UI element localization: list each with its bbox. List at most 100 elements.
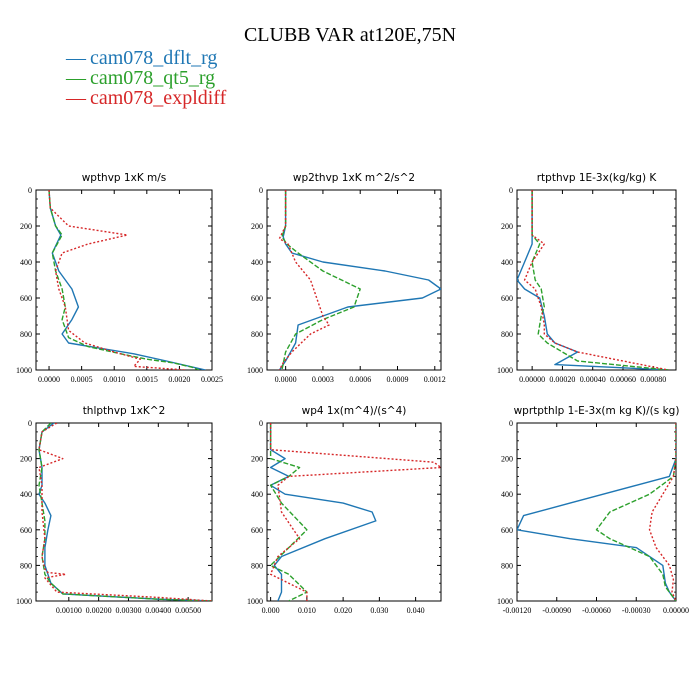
x-tick-label: 0.00200	[86, 606, 112, 615]
x-tick-label: 0.0015	[136, 375, 158, 384]
plot-frame	[35, 422, 213, 602]
series-line-3	[278, 190, 330, 370]
y-tick-label: 0	[28, 186, 32, 195]
y-tick-label: 400	[251, 258, 263, 267]
subplot-3: rtpthvp 1E-3x(kg/kg) K 0 200 400 600 800 1000 0…	[497, 172, 677, 384]
x-tick-label: 0.0009	[387, 375, 409, 384]
series-line-3	[269, 423, 441, 601]
y-tick-label: 200	[501, 455, 513, 464]
series-line-1	[48, 190, 206, 370]
x-tick-label: 0.0003	[312, 375, 334, 384]
x-tick-label: 0.0020	[168, 375, 190, 384]
subplot-6: wprtpthlp 1-E-3x(m kg K)/(s kg)0 200 400 60…	[497, 405, 689, 615]
series-line-1	[517, 190, 669, 370]
y-tick-label: 1000	[497, 597, 513, 606]
y-tick-label: 400	[501, 258, 513, 267]
legend: — cam078_dflt_rg — cam078_qt5_rg — cam07…	[65, 47, 227, 109]
series-line-2	[595, 423, 676, 601]
y-tick-label: 0	[28, 419, 32, 428]
y-tick-label: 600	[501, 294, 513, 303]
subplot-title: rtpthvp 1E-3x(kg/kg) K	[537, 172, 658, 184]
y-tick-label: 200	[20, 455, 32, 464]
x-tick-label: 0.00000	[519, 375, 545, 384]
y-tick-label: 0	[259, 186, 263, 195]
series-line-1	[517, 423, 676, 601]
x-tick-label: 0.00300	[115, 606, 141, 615]
series-line-1	[269, 423, 377, 601]
y-tick-label: 600	[501, 526, 513, 535]
y-tick-label: 800	[20, 561, 32, 570]
legend-label: cam078_expldiff	[90, 87, 227, 109]
y-tick-label: 1000	[247, 597, 263, 606]
y-tick-label: 200	[20, 222, 32, 231]
x-tick-label: 0.010	[298, 606, 316, 615]
x-tick-label: 0.000	[262, 606, 280, 615]
x-tick-label: 0.0010	[103, 375, 125, 384]
y-tick-label: 600	[20, 294, 32, 303]
series-line-2	[48, 190, 200, 370]
y-tick-label: 600	[20, 526, 32, 535]
x-tick-label: -0.00090	[542, 606, 571, 615]
series-line-3	[523, 190, 669, 370]
x-tick-label: 0.0012	[424, 375, 446, 384]
y-tick-label: 200	[251, 222, 263, 231]
x-tick-label: -0.00030	[622, 606, 651, 615]
series-line-3	[48, 190, 186, 370]
legend-entry-dflt: — cam078_dflt_rg	[65, 47, 217, 69]
legend-entry-expldiff: — cam078_expldiff	[65, 87, 227, 109]
legend-marker: —	[65, 67, 87, 89]
y-tick-label: 800	[251, 330, 263, 339]
x-tick-label: 0.0005	[71, 375, 93, 384]
y-tick-label: 1000	[16, 366, 32, 375]
series-line-2	[269, 423, 308, 601]
legend-marker: —	[65, 47, 87, 69]
series-line-1	[278, 190, 441, 370]
subplot-title: wpthvp 1xK m/s	[82, 172, 167, 184]
subplot-4: thlpthvp 1xK^2 0 200 400 600 800 1000 0.00100 0.…	[16, 405, 213, 615]
x-tick-label: -0.00060	[582, 606, 611, 615]
legend-label: cam078_qt5_rg	[90, 67, 215, 89]
figure-title: CLUBB VAR at120E,75N	[244, 24, 456, 46]
x-tick-label: 0.00400	[145, 606, 171, 615]
x-tick-label: 0.0006	[349, 375, 371, 384]
plot-frame	[266, 189, 442, 371]
y-tick-label: 200	[501, 222, 513, 231]
series-line-3	[38, 423, 212, 601]
y-tick-label: 800	[501, 561, 513, 570]
series-line-3	[648, 423, 676, 601]
plot-frame	[516, 189, 677, 371]
plot-frame	[266, 422, 442, 602]
y-tick-label: 400	[251, 490, 263, 499]
x-tick-label: 0.020	[334, 606, 352, 615]
y-tick-label: 200	[251, 455, 263, 464]
x-tick-label: 0.00500	[175, 606, 201, 615]
x-tick-label: 0.00000	[663, 606, 689, 615]
legend-entry-qt5: — cam078_qt5_rg	[65, 67, 215, 89]
x-tick-label: 0.00020	[549, 375, 575, 384]
y-tick-label: 800	[20, 330, 32, 339]
y-tick-label: 400	[20, 490, 32, 499]
subplot-title: wp2thvp 1xK m^2/s^2	[293, 172, 415, 184]
x-tick-label: 0.00100	[56, 606, 82, 615]
x-tick-label: 0.040	[407, 606, 425, 615]
subplot-title: wprtpthlp 1-E-3x(m kg K)/(s kg)	[514, 405, 680, 417]
legend-marker: —	[65, 87, 87, 109]
y-tick-label: 1000	[497, 366, 513, 375]
y-tick-label: 1000	[16, 597, 32, 606]
subplot-title: wp4 1x(m^4)/(s^4)	[302, 405, 407, 417]
plot-frame	[516, 422, 677, 602]
y-tick-label: 800	[501, 330, 513, 339]
y-tick-label: 400	[501, 490, 513, 499]
x-tick-label: 0.00040	[580, 375, 606, 384]
x-tick-label: 0.0000	[275, 375, 297, 384]
y-tick-label: 600	[251, 294, 263, 303]
subplot-1: wpthvp 1xK m/s 0 200 400 600 800 1000 0.0000 0.0…	[16, 172, 223, 384]
subplot-title: thlpthvp 1xK^2	[83, 405, 166, 417]
x-tick-label: 0.00060	[610, 375, 636, 384]
y-tick-label: 600	[251, 526, 263, 535]
subplot-2: wp2thvp 1xK m^2/s^2 0 200 400 600 800 1000 0.00…	[247, 172, 446, 384]
series-line-2	[281, 190, 361, 370]
